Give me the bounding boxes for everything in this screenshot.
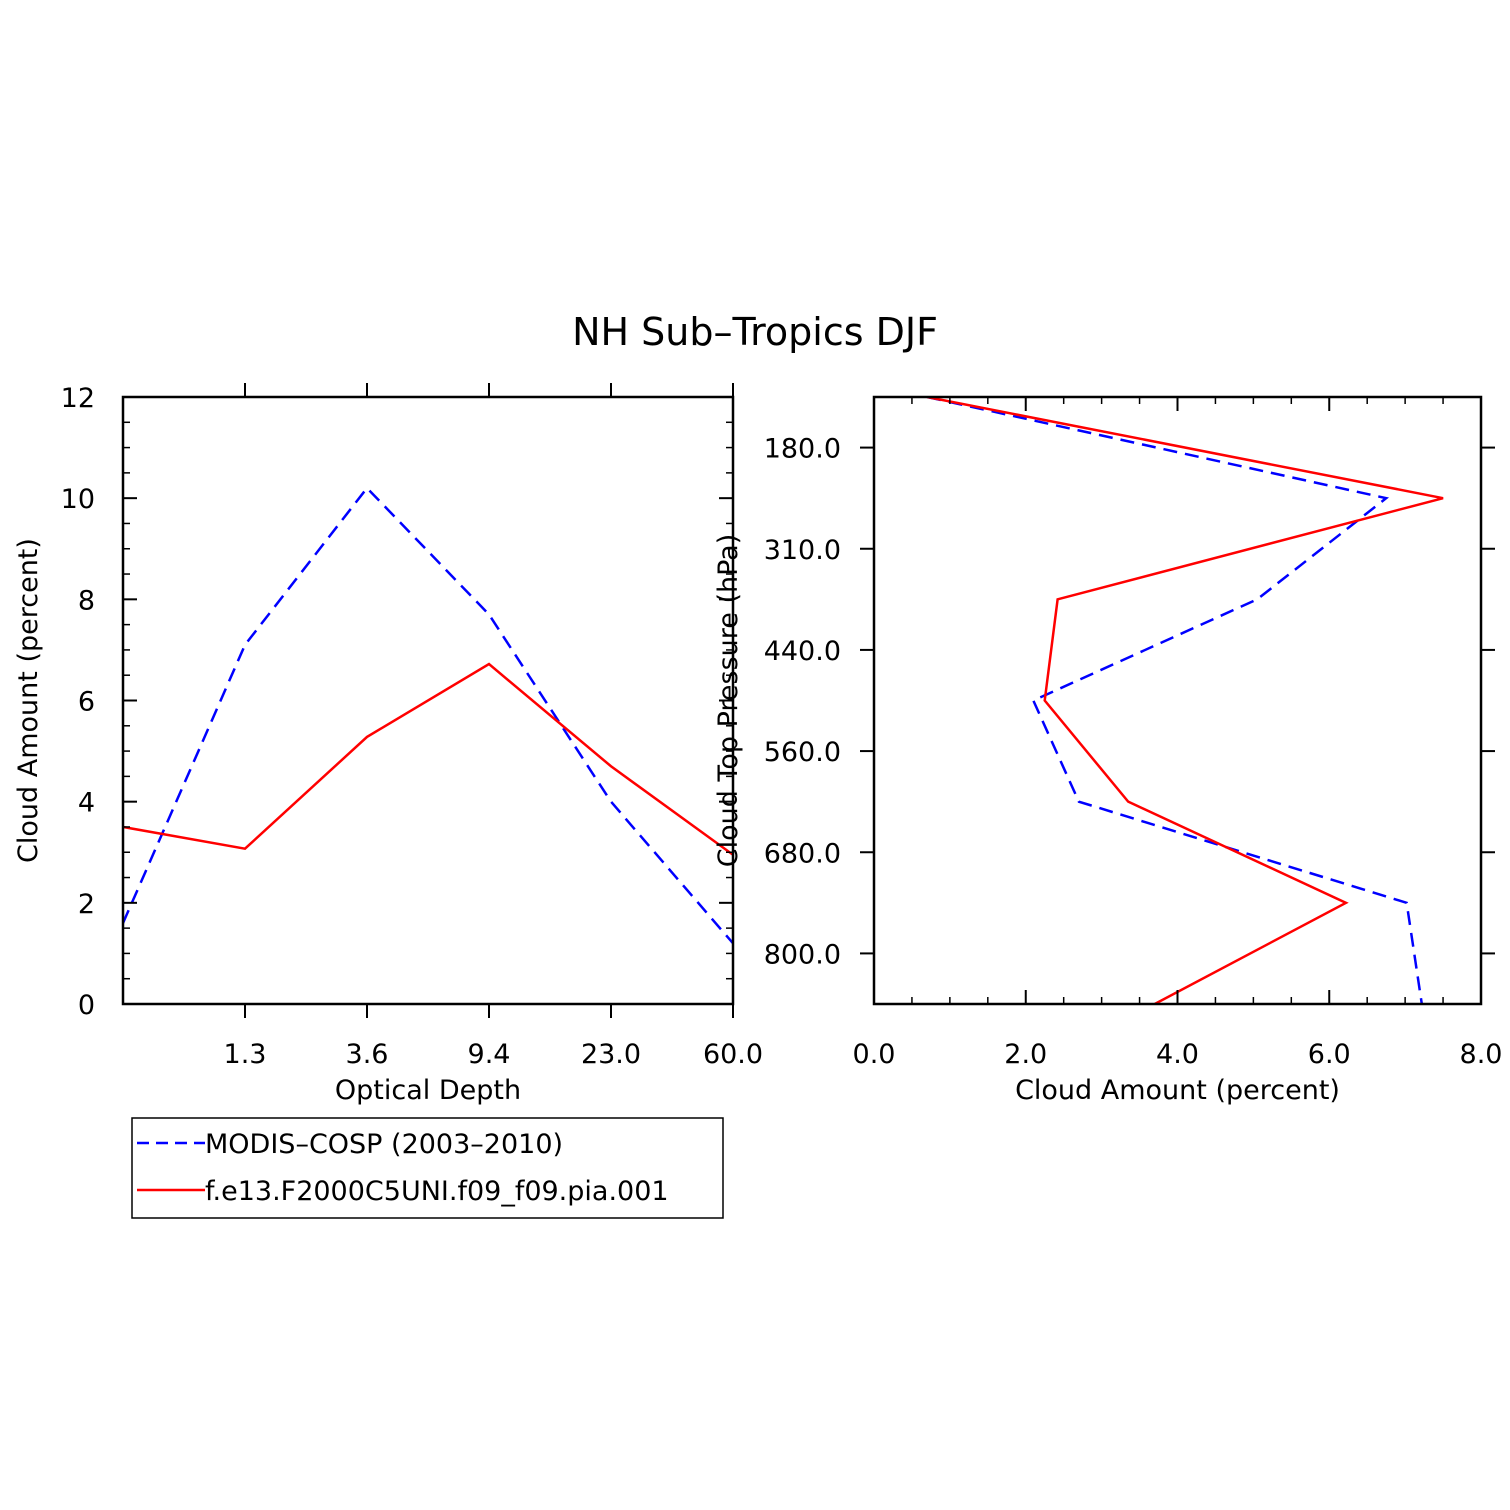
x-tick-label: 0.0 (853, 1039, 896, 1070)
legend: MODIS–COSP (2003–2010) f.e13.F2000C5UNI.… (131, 1117, 724, 1219)
y-tick-label: 310.0 (764, 535, 841, 566)
y-tick-label: 0 (78, 990, 95, 1021)
y-tick-label: 680.0 (764, 838, 841, 869)
x-tick-label: 60.0 (703, 1039, 763, 1070)
left-chart: 0 2 4 6 8 10 12 1.3 3.6 9.4 23.0 60.0 Optical Depth C… (13, 383, 763, 1106)
x-axis-title: Cloud Amount (percent) (1015, 1075, 1340, 1106)
y-tick-label: 10 (61, 484, 95, 515)
series-line-obs (926, 397, 1424, 1004)
y-tick-label: 800.0 (764, 939, 841, 970)
y-tick-label: 4 (78, 788, 95, 819)
x-tick-label: 8.0 (1460, 1039, 1503, 1070)
x-tick-label: 6.0 (1308, 1039, 1351, 1070)
series-line-obs (123, 486, 733, 945)
y-axis-title: Cloud Top Pressure (hPa) (713, 534, 744, 868)
right-chart: 0.0 2.0 4.0 6.0 8.0 180.0 310.0 440.0 560.0 680.0… (713, 395, 1503, 1106)
x-tick-label: 2.0 (1004, 1039, 1047, 1070)
y-tick-label: 8 (78, 585, 95, 616)
y-tick-label: 12 (61, 383, 95, 414)
legend-label-model: f.e13.F2000C5UNI.f09_f09.pia.001 (205, 1176, 669, 1207)
series-line-model (926, 397, 1444, 1004)
x-tick-label: 1.3 (224, 1039, 267, 1070)
y-tick-label: 2 (78, 889, 95, 920)
x-tick-label: 3.6 (346, 1039, 389, 1070)
y-axis-title: Cloud Amount (percent) (13, 538, 44, 863)
y-tick-label: 6 (78, 687, 95, 718)
y-tick-label: 180.0 (764, 434, 841, 465)
legend-label-obs: MODIS–COSP (2003–2010) (205, 1129, 563, 1160)
x-axis-title: Optical Depth (335, 1075, 521, 1106)
y-tick-label: 560.0 (764, 737, 841, 768)
y-tick-label: 440.0 (764, 636, 841, 667)
chart-title: NH Sub–Tropics DJF (572, 310, 938, 354)
series-line-model (123, 662, 733, 857)
x-tick-label: 9.4 (468, 1039, 511, 1070)
legend-box (131, 1117, 724, 1219)
x-tick-label: 23.0 (581, 1039, 641, 1070)
x-tick-label: 4.0 (1156, 1039, 1199, 1070)
